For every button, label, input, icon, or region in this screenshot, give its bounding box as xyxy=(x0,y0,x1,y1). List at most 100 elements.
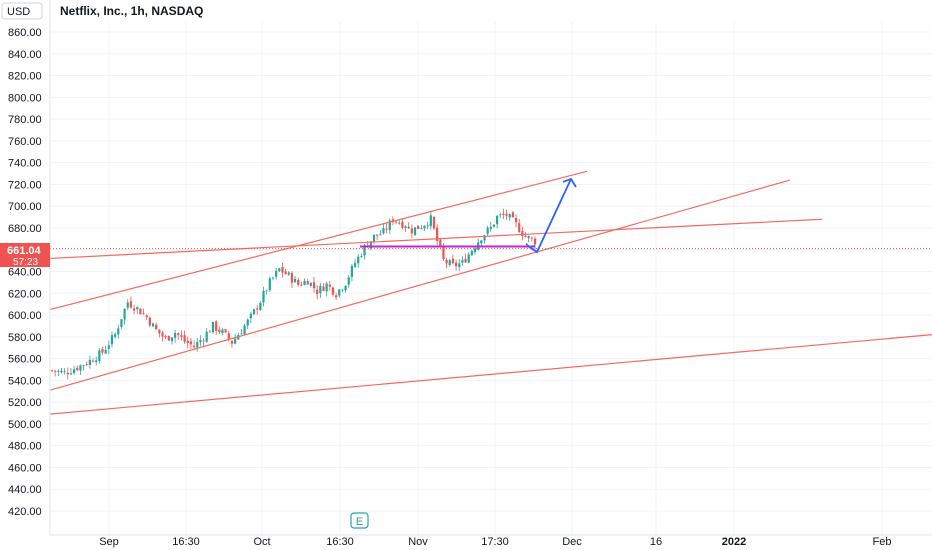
candle xyxy=(360,253,363,258)
candle xyxy=(353,258,357,269)
candle xyxy=(63,368,66,375)
candle xyxy=(385,223,388,234)
candle xyxy=(470,249,473,257)
y-tick-label: 580.00 xyxy=(8,332,42,344)
candle xyxy=(256,305,259,315)
candle xyxy=(202,337,205,347)
candle xyxy=(139,308,142,315)
trend-line[interactable] xyxy=(49,170,588,311)
candle xyxy=(208,330,211,333)
y-tick-label: 700.00 xyxy=(8,201,42,213)
candle xyxy=(227,330,230,342)
candle xyxy=(451,254,455,265)
candle xyxy=(379,230,382,236)
currency-selector[interactable]: USD xyxy=(1,2,43,20)
candle xyxy=(328,280,331,291)
y-tick-label: 740.00 xyxy=(8,158,42,170)
candle xyxy=(461,256,464,266)
candle xyxy=(215,320,218,335)
x-axis: Sep 16:30 Oct 16:30 Nov 17:30 Dec 16 2022 Feb xyxy=(99,536,891,548)
candle xyxy=(265,289,268,295)
candle xyxy=(357,254,360,269)
candle xyxy=(309,282,312,288)
candle xyxy=(95,356,98,366)
candle xyxy=(252,308,256,316)
candle xyxy=(398,220,401,225)
trend-line[interactable] xyxy=(49,179,791,391)
projection-arrow[interactable] xyxy=(529,178,572,254)
candle xyxy=(230,340,234,348)
candle xyxy=(155,322,158,330)
candle xyxy=(467,252,470,264)
candle xyxy=(259,301,262,311)
x-tick-label: Sep xyxy=(99,536,119,548)
candle xyxy=(436,224,439,246)
candle xyxy=(57,369,60,377)
candle xyxy=(199,335,202,347)
candle xyxy=(268,276,271,292)
candle xyxy=(186,336,189,348)
trend-line[interactable] xyxy=(49,334,932,415)
candle xyxy=(177,332,180,341)
candle xyxy=(54,370,57,377)
candle xyxy=(167,335,170,341)
x-tick-label: Feb xyxy=(873,536,892,548)
y-tick-label: 480.00 xyxy=(8,441,42,453)
candle xyxy=(432,216,436,231)
y-tick-label: 620.00 xyxy=(8,288,42,300)
candle xyxy=(233,333,237,345)
candle xyxy=(300,281,303,287)
candle xyxy=(136,305,139,314)
candle xyxy=(126,299,129,311)
y-tick-label: 500.00 xyxy=(8,419,42,431)
price-badge: 661.04 57:23 xyxy=(0,243,50,268)
candle xyxy=(88,355,91,369)
candle xyxy=(148,316,151,327)
candle xyxy=(82,364,85,371)
candle xyxy=(401,218,404,230)
earnings-marker[interactable]: E xyxy=(350,512,369,529)
candle xyxy=(151,322,155,327)
candle xyxy=(290,271,294,288)
candle xyxy=(312,277,316,293)
candle xyxy=(98,347,101,364)
earnings-icon: E xyxy=(356,516,363,528)
candle xyxy=(262,286,265,307)
y-tick-label: 860.00 xyxy=(8,27,42,39)
candle xyxy=(132,304,136,315)
candle xyxy=(192,340,196,351)
candle xyxy=(123,308,126,325)
candle xyxy=(107,340,110,355)
y-tick-label: 780.00 xyxy=(8,114,42,126)
candle xyxy=(464,253,467,264)
candle xyxy=(316,285,319,300)
candle xyxy=(338,288,341,298)
candle xyxy=(243,323,246,336)
candle xyxy=(473,246,477,255)
candle xyxy=(502,208,505,219)
candle xyxy=(322,283,325,292)
symbol-title: Netflix, Inc., 1h, NASDAQ xyxy=(60,4,203,18)
trend-line[interactable] xyxy=(49,218,823,260)
y-tick-label: 680.00 xyxy=(8,223,42,235)
candle xyxy=(426,221,429,230)
candle xyxy=(158,329,161,338)
candle xyxy=(499,212,502,219)
candle xyxy=(79,364,82,375)
x-tick-label: 16 xyxy=(650,536,662,548)
candle xyxy=(404,225,407,232)
candle xyxy=(382,223,385,235)
x-tick-label: Oct xyxy=(253,536,270,548)
candle xyxy=(306,278,309,285)
x-tick-label: 16:30 xyxy=(172,536,200,548)
candle xyxy=(85,361,88,366)
candle xyxy=(218,326,221,335)
x-tick-label: 17:30 xyxy=(481,536,509,548)
candle xyxy=(407,222,410,229)
candle xyxy=(514,214,518,228)
candle xyxy=(110,331,114,348)
candle xyxy=(388,218,391,235)
candle xyxy=(319,282,322,299)
y-tick-label: 440.00 xyxy=(8,484,42,496)
